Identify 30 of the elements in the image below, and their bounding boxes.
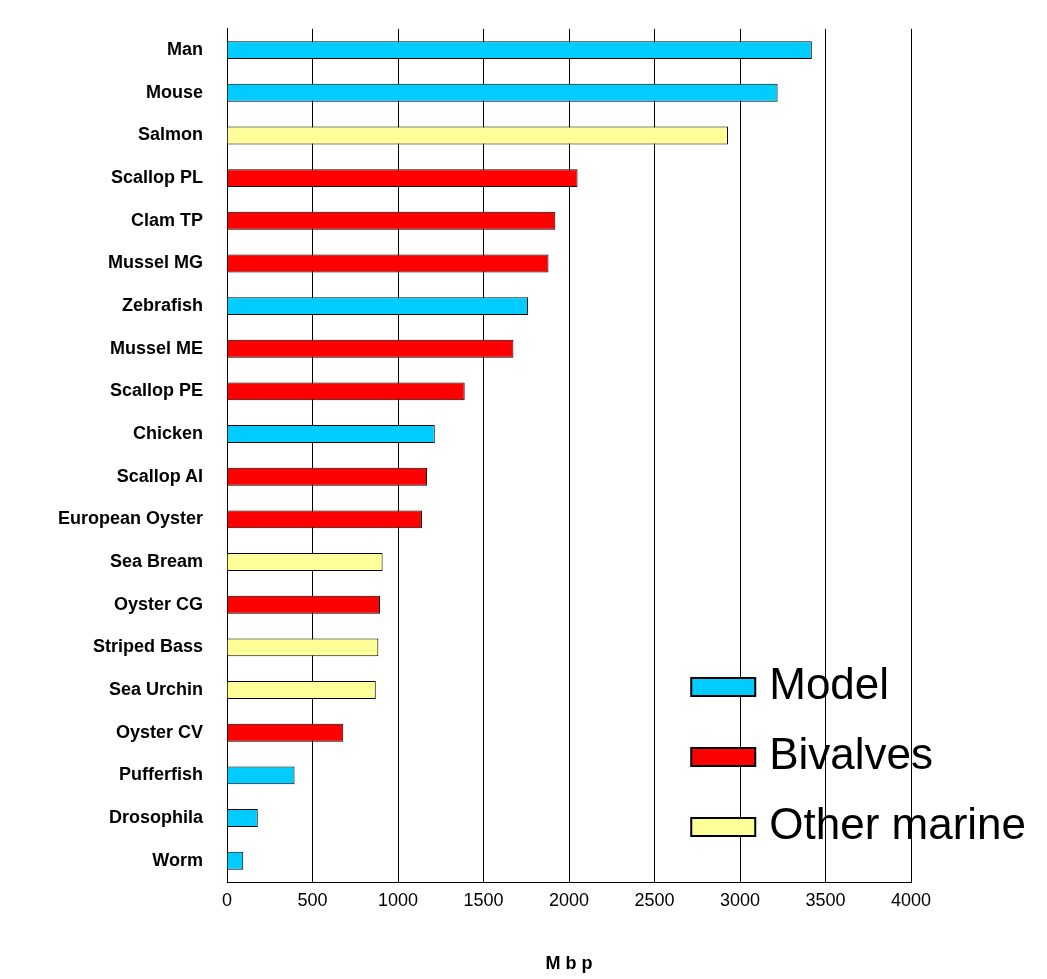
- y-tick-label: Mouse: [145, 81, 203, 102]
- x-tick-label: 2500: [634, 889, 675, 910]
- y-tick-label: Sea Bream: [109, 551, 203, 572]
- y-tick-label: Drosophila: [108, 806, 204, 827]
- y-tick-label: Scallop PL: [110, 167, 203, 188]
- y-tick-label: Worm: [152, 849, 203, 870]
- y-tick-label: Chicken: [132, 423, 203, 444]
- x-tick-label: 1000: [377, 889, 419, 910]
- y-tick-label: Striped Bass: [92, 636, 203, 657]
- y-tick-label: Oyster CV: [115, 721, 203, 742]
- y-tick-label: Scallop AI: [116, 465, 203, 486]
- y-tick-label: Mussel MG: [107, 252, 203, 273]
- y-tick-label: European Oyster: [57, 508, 203, 529]
- x-tick-label: 500: [297, 889, 328, 910]
- y-tick-label: Salmon: [137, 124, 203, 145]
- x-tick-label: 3000: [719, 889, 761, 910]
- y-tick-label: Man: [167, 39, 203, 60]
- x-tick-label: 4000: [890, 889, 932, 910]
- y-tick-label: Clam TP: [130, 209, 203, 230]
- y-tick-label: Zebrafish: [121, 295, 203, 316]
- x-tick-label: 3500: [805, 889, 846, 910]
- x-tick-label: 0: [221, 889, 233, 910]
- y-tick-label: Mussel ME: [109, 337, 203, 358]
- y-tick-label: Sea Urchin: [108, 679, 203, 699]
- x-axis-title: M b p: [545, 953, 593, 974]
- y-tick-label: Oyster CG: [113, 593, 203, 614]
- y-tick-label: Scallop PE: [109, 380, 203, 401]
- y-tick-label: Pufferfish: [118, 764, 203, 785]
- x-tick-label: 1500: [463, 889, 504, 910]
- x-tick-label: 2000: [548, 889, 590, 910]
